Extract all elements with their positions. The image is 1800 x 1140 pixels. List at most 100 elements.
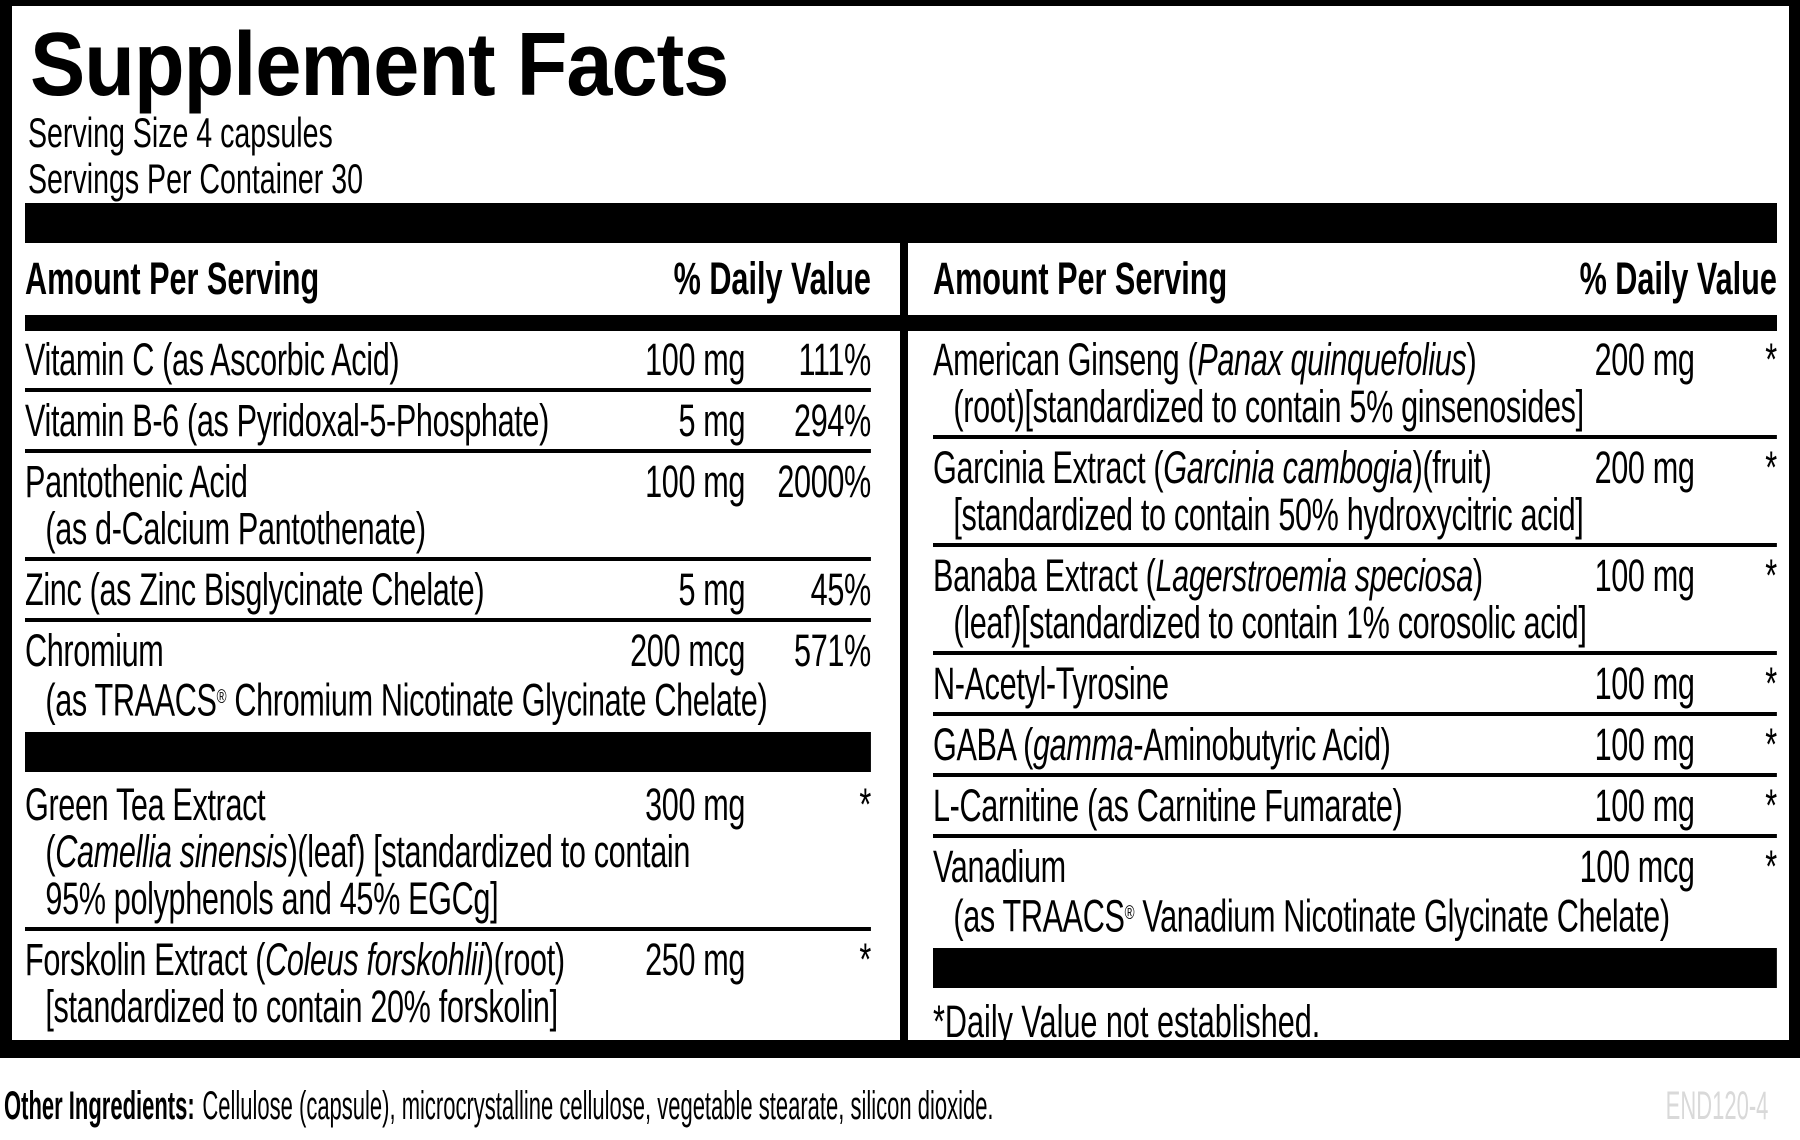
ingredient-row: Zinc (as Zinc Bisglycinate Chelate) 5 mg 4… [25,557,871,618]
text-part: GABA ( [933,719,1034,770]
text-part: 95% polyphenols and 45% EGCg] [45,873,499,925]
text-part: Vanadium Nicotinate Glycinate Chelate) [1134,890,1670,942]
daily-value: * [1765,550,1777,601]
ingredient-row: Forskolin Extract (Coleus forskohlii)(ro… [25,927,871,1035]
ingredient-name: Zinc (as Zinc Bisglycinate Chelate) [25,566,678,613]
serving-size: Serving Size 4 capsules [28,109,333,156]
ingredient-line: GABA (gamma-Aminobutyric Acid) 100 mg * [933,721,1777,768]
left-column-content: Vitamin C (as Ascorbic Acid) 100 mg 111% Vi… [25,331,871,1035]
ingredient-row: Vitamin B-6 (as Pyridoxal-5-Phosphate) 5 … [25,388,871,449]
scientific-name: Panax quinquefolius [1197,334,1467,385]
ingredient-line: N-Acetyl-Tyrosine 100 mg * [933,660,1777,707]
text-part: (as TRAACS [45,674,217,726]
text-part: [standardized to contain 20% forskolin] [45,981,558,1033]
ingredient-detail: (Camellia sinensis)(leaf) [standardized … [25,828,871,875]
ingredient-row: Chromium 200 mcg 571% (as TRAACS® Chromium … [25,618,871,728]
section-divider-bar [25,732,871,773]
amount-value: 100 mg [645,456,746,507]
footer: Other Ingredients: Cellulose (capsule), m… [0,1058,1800,1140]
amount-value: 200 mg [1594,334,1695,385]
ingredient-line: Pantothenic Acid 100 mg 2000% [25,458,871,505]
ingredient-detail: (as TRAACS® Chromium Nicotinate Glycinat… [25,674,871,723]
text-part: )(leaf) [standardized to contain [287,826,691,878]
ingredient-name: Pantothenic Acid [25,458,645,505]
daily-value: * [1765,719,1777,770]
other-ingredients-label: Other Ingredients: [4,1084,195,1128]
scientific-name: Coleus forskohlii [265,934,484,986]
ingredient-detail: (as d-Calcium Pantothenate) [25,505,871,552]
amount-value: 250 mg [645,934,746,986]
ingredient-row: Vanadium 100 mcg * (as TRAACS® Vanadium Nic… [933,834,1777,944]
text-part: Zinc (as Zinc Bisglycinate Chelate) [25,564,485,615]
page-title: Supplement Facts [30,15,729,115]
ingredient-detail: (leaf)[standardized to contain 1% coroso… [933,599,1777,646]
amount-value: 5 mg [678,395,746,446]
text-part: Green Tea Extract [25,779,266,831]
ingredient-group: Green Tea Extract 300 mg * (Camellia sinens… [25,776,871,1035]
ingredient-name: L-Carnitine (as Carnitine Fumarate) [933,782,1595,829]
scientific-name: Lagerstroemia speciosa [1155,550,1473,601]
text-part: Pantothenic Acid [25,456,248,507]
left-column: Vitamin C (as Ascorbic Acid) 100 mg 111% Vi… [25,331,871,1035]
text-part: Garcinia Extract ( [933,442,1164,493]
daily-value: * [859,934,871,986]
ingredient-line: Zinc (as Zinc Bisglycinate Chelate) 5 mg 4… [25,566,871,613]
ingredient-detail: (as TRAACS® Vanadium Nicotinate Glycinat… [933,890,1777,939]
amount-value: 100 mg [1594,658,1695,709]
daily-value: * [1765,442,1777,493]
daily-value: 45% [810,564,872,615]
scientific-name: gamma [1033,719,1134,770]
amount-value: 200 mcg [630,625,746,676]
ingredient-line: Garcinia Extract (Garcinia cambogia)(fru… [933,444,1777,491]
ingredient-name: Chromium [25,627,630,674]
scientific-name: Garcinia cambogia [1163,442,1413,493]
text-part: (as d-Calcium Pantothenate) [45,503,426,554]
amount-value: 100 mg [1594,719,1695,770]
text-part: (leaf)[standardized to contain 1% coroso… [953,597,1587,648]
amount-value: 100 mg [1594,780,1695,831]
ingredient-row: Banaba Extract (Lagerstroemia speciosa) 1… [933,543,1777,651]
ingredient-detail: [standardized to contain 20% forskolin] [25,983,871,1030]
ingredient-detail: 95% polyphenols and 45% EGCg] [25,875,871,922]
registered-mark: ® [216,686,227,708]
text-part: Vitamin C (as Ascorbic Acid) [25,334,400,385]
amount-value: 5 mg [678,564,746,615]
text-part: (root)[standardized to contain 5% ginsen… [953,381,1584,432]
ingredient-line: Vanadium 100 mcg * [933,843,1777,890]
daily-value: * [1765,841,1777,892]
ingredient-name: Vanadium [933,843,1580,890]
product-code: END120-4 [1665,1084,1769,1128]
daily-value-heading: % Daily Value [1579,253,1777,304]
facts-panel-inner: Supplement Facts Serving Size 4 capsules… [12,20,1789,1054]
daily-value: * [1765,658,1777,709]
dv-footnote: *Daily Value not established. [933,996,1321,1048]
ingredient-name: Green Tea Extract [25,781,645,828]
registered-mark: ® [1124,902,1135,924]
ingredient-row: L-Carnitine (as Carnitine Fumarate) 100 m… [933,773,1777,834]
ingredient-name: GABA (gamma-Aminobutyric Acid) [933,721,1595,768]
servings-per-container: Servings Per Container 30 [28,155,363,202]
ingredient-detail: [standardized to contain 50% hydroxycitr… [933,491,1777,538]
text-part: ) [1466,334,1477,385]
amount-value: 100 mg [1594,550,1695,601]
serving-info: Serving Size 4 capsules Servings Per Con… [28,110,1796,202]
ingredient-name: Garcinia Extract (Garcinia cambogia)(fru… [933,444,1595,491]
other-ingredients: Other Ingredients: Cellulose (capsule), m… [4,1082,994,1130]
ingredient-line: American Ginseng (Panax quinquefolius) 20… [933,336,1777,383]
right-column-header: Amount Per Serving % Daily Value [933,253,1777,305]
other-ingredients-line: Other Ingredients: Cellulose (capsule), m… [4,1082,1768,1130]
left-column-header: Amount Per Serving % Daily Value [25,253,871,305]
ingredient-row: Pantothenic Acid 100 mg 2000% (as d-Calcium… [25,449,871,557]
daily-value: 294% [794,395,871,446]
ingredient-line: Vitamin B-6 (as Pyridoxal-5-Phosphate) 5 … [25,397,871,444]
ingredient-group: Vitamin C (as Ascorbic Acid) 100 mg 111% Vi… [25,331,871,728]
ingredient-line: Forskolin Extract (Coleus forskohlii)(ro… [25,936,871,983]
text-part: -Aminobutyric Acid) [1133,719,1391,770]
ingredient-columns: Vitamin C (as Ascorbic Acid) 100 mg 111% Vi… [25,331,1777,1045]
daily-value: * [859,779,871,831]
text-part: Chromium Nicotinate Glycinate Chelate) [226,674,768,726]
section-divider-bar [933,948,1777,989]
ingredient-name: Forskolin Extract (Coleus forskohlii)(ro… [25,936,645,983]
text-part: L-Carnitine (as Carnitine Fumarate) [933,780,1403,831]
